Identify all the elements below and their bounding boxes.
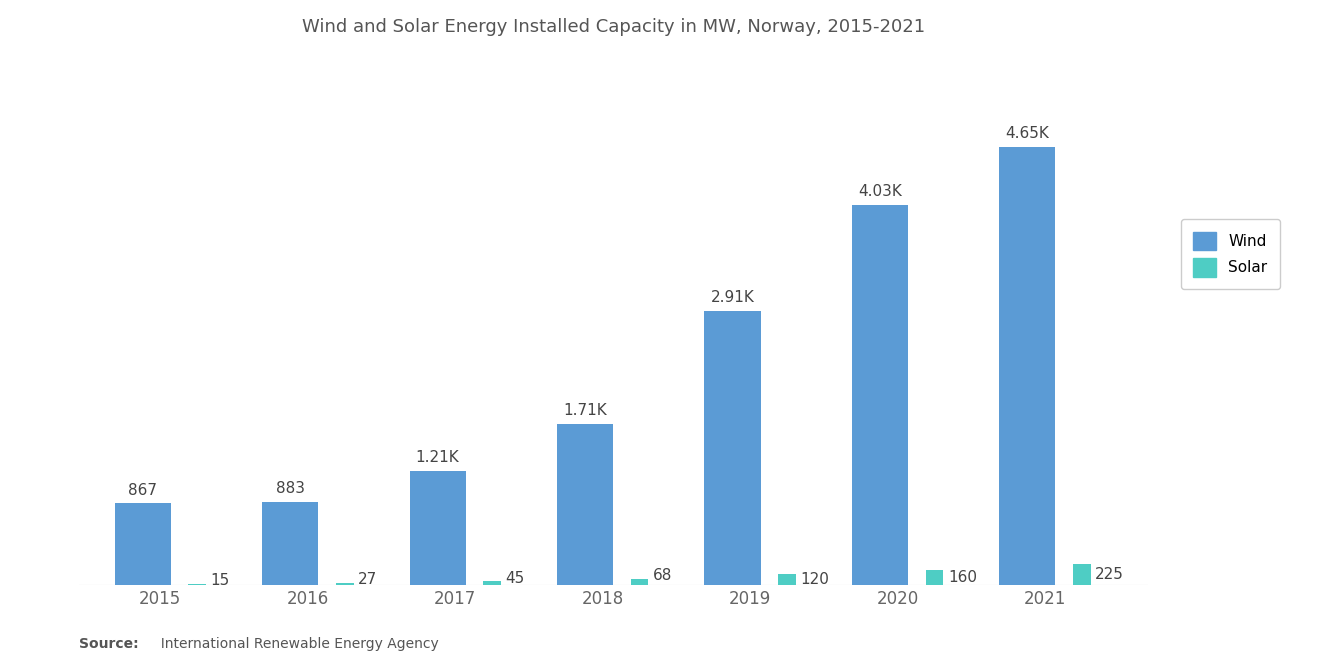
Text: 1.71K: 1.71K xyxy=(564,403,607,418)
Text: 883: 883 xyxy=(276,481,305,496)
Text: 15: 15 xyxy=(210,573,230,589)
Text: 4.03K: 4.03K xyxy=(858,184,902,200)
Bar xyxy=(925,570,944,585)
Legend: Wind, Solar: Wind, Solar xyxy=(1181,219,1280,289)
Text: 225: 225 xyxy=(1096,567,1125,582)
Bar xyxy=(1073,564,1090,585)
Text: 867: 867 xyxy=(128,483,157,498)
Text: International Renewable Energy Agency: International Renewable Energy Agency xyxy=(152,637,438,652)
Bar xyxy=(631,579,648,585)
Bar xyxy=(557,424,612,585)
Text: 68: 68 xyxy=(653,569,672,583)
Text: 120: 120 xyxy=(800,572,829,587)
Text: 2.91K: 2.91K xyxy=(710,290,755,305)
Title: Wind and Solar Energy Installed Capacity in MW, Norway, 2015-2021: Wind and Solar Energy Installed Capacity… xyxy=(302,18,925,36)
Bar xyxy=(999,147,1056,585)
Text: Source:: Source: xyxy=(79,637,139,652)
Text: 1.21K: 1.21K xyxy=(416,450,459,466)
Bar xyxy=(189,584,206,585)
Bar xyxy=(483,581,502,585)
Bar xyxy=(705,311,760,585)
Bar xyxy=(851,205,908,585)
Bar xyxy=(263,502,318,585)
Text: 45: 45 xyxy=(506,571,524,586)
Text: 4.65K: 4.65K xyxy=(1006,126,1049,141)
Text: 27: 27 xyxy=(358,573,378,587)
Bar xyxy=(115,503,170,585)
Bar xyxy=(409,471,466,585)
Bar xyxy=(335,583,354,585)
Bar xyxy=(779,574,796,585)
Text: 160: 160 xyxy=(948,570,977,585)
